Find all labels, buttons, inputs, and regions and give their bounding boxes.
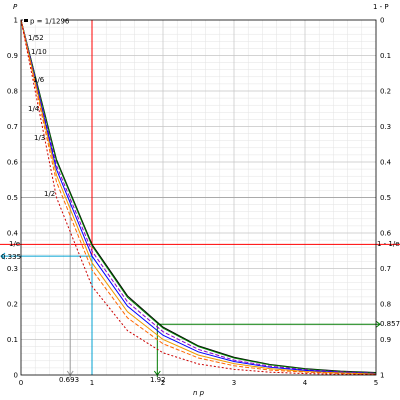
- x-tick-label: 3: [232, 379, 236, 387]
- series-line-4: [20, 19, 377, 375]
- y-tick-label-right: 0.9: [380, 336, 391, 344]
- y-tick-label-right: 0.5: [380, 194, 391, 202]
- y-tick-label-right: 0.2: [380, 88, 391, 96]
- series-line-1: [20, 19, 377, 374]
- value-0335-label: 0.335: [1, 253, 21, 261]
- y-tick-label-right: 0.3: [380, 123, 391, 131]
- y-tick-label-right: 0.7: [380, 265, 391, 273]
- series-line-6: [20, 19, 377, 376]
- x-tick-label: 2: [161, 379, 165, 387]
- y-tick-label-right: 0.8: [380, 301, 391, 309]
- series-label-1-52: 1/52: [28, 34, 44, 42]
- legend-box: p = 1/1296: [23, 16, 70, 26]
- y-tick-label-left: 0.4: [7, 230, 19, 238]
- series-label-1-3: 1/3: [34, 134, 45, 142]
- series-line-2: [20, 19, 377, 374]
- plot-frame: [20, 19, 377, 376]
- y-tick-label-left: 0.2: [7, 301, 18, 309]
- y-axis-label-right: 1 - P: [373, 3, 389, 11]
- series-label-1-2: 1/2: [44, 190, 55, 198]
- y-tick-label-right: 0.4: [380, 159, 392, 167]
- y-axis-label-left: P: [13, 3, 18, 11]
- legend-swatch-1296: [24, 19, 28, 22]
- y-tick-label-left: 0.6: [7, 159, 19, 167]
- y-tick-label-left: 0.1: [7, 336, 18, 344]
- y-tick-label-left: 0.3: [7, 265, 18, 273]
- y-tick-label-right: 0.6: [380, 230, 392, 238]
- series-line-3: [20, 19, 377, 375]
- y-tick-label-right: 0: [380, 17, 384, 25]
- y-tick-label-left: 0.7: [7, 123, 18, 131]
- series-line-5: [20, 19, 377, 375]
- y-tick-label-left: 0.5: [7, 194, 18, 202]
- one-over-e-label-left: 1/e: [9, 240, 20, 248]
- y-tick-label-right: 0.1: [380, 52, 391, 60]
- y-tick-label-left: 0.8: [7, 88, 18, 96]
- series-label-1-10: 1/10: [31, 48, 47, 56]
- y-tick-label-left: 0: [14, 372, 18, 380]
- series-label-1-4: 1/4: [28, 105, 40, 113]
- x-tick-label: 1: [90, 379, 94, 387]
- series-label-1-1296: p = 1/1296: [30, 18, 70, 26]
- reference-lines: [0, 20, 400, 377]
- one-over-e-label-right: 1 - 1/e: [377, 240, 400, 248]
- y-tick-label-left: 1: [14, 17, 18, 25]
- x-tick-label: 5: [374, 379, 378, 387]
- tick-labels: 0 1 2 3 4 5 0 0.1 0.2 0.3 0.4 0.5 0.6 0.7 0.8 0.9 1 1 0.9 0…: [7, 17, 392, 388]
- series-lines: [20, 19, 377, 376]
- series-label-1-6: 1/6: [33, 76, 45, 84]
- ln2-label: 0.693: [59, 376, 79, 384]
- legend-background: [23, 16, 63, 25]
- value-0335-arrow-icon: [0, 252, 6, 260]
- y-tick-label-right: 1: [380, 372, 384, 380]
- value-0857-label: 0.857: [380, 320, 400, 328]
- y-tick-label-left: 0.9: [7, 52, 18, 60]
- x-192-label: 1.92: [150, 376, 166, 384]
- x-tick-label: 4: [303, 379, 308, 387]
- x-axis-label: n p: [193, 389, 205, 397]
- x-tick-label: 0: [19, 379, 23, 387]
- value-0857-arrow-icon: [375, 320, 381, 328]
